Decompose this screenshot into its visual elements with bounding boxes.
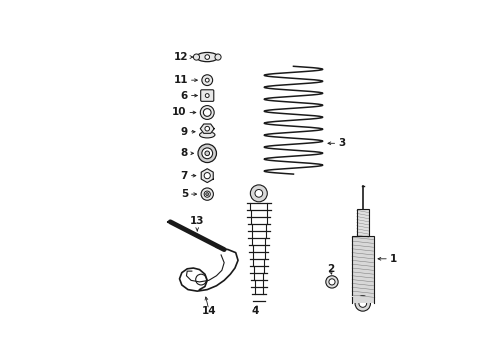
Circle shape [255, 189, 263, 197]
Text: 8: 8 [181, 148, 188, 158]
Circle shape [202, 75, 213, 86]
Circle shape [205, 126, 210, 131]
Text: 9: 9 [181, 127, 188, 137]
Text: 13: 13 [190, 216, 204, 226]
Text: 10: 10 [172, 108, 187, 117]
Circle shape [198, 144, 217, 163]
Circle shape [196, 274, 206, 285]
Ellipse shape [199, 132, 215, 138]
Circle shape [204, 172, 210, 179]
Text: 14: 14 [201, 306, 216, 316]
Polygon shape [201, 169, 213, 183]
Circle shape [200, 105, 214, 120]
Text: 6: 6 [181, 91, 188, 100]
Circle shape [203, 109, 211, 116]
Circle shape [326, 276, 338, 288]
Bar [357, 209, 369, 236]
Circle shape [205, 94, 209, 98]
Circle shape [359, 300, 367, 307]
Circle shape [215, 54, 221, 60]
Circle shape [329, 279, 335, 285]
Text: 7: 7 [181, 171, 188, 181]
Circle shape [202, 148, 213, 159]
Text: 1: 1 [390, 254, 397, 264]
Circle shape [206, 193, 209, 195]
Text: 11: 11 [173, 75, 188, 85]
Circle shape [201, 188, 213, 200]
Ellipse shape [196, 53, 218, 62]
Circle shape [205, 151, 210, 156]
Circle shape [250, 185, 268, 202]
FancyBboxPatch shape [201, 90, 214, 101]
Text: 4: 4 [251, 306, 259, 316]
Bar [352, 296, 373, 303]
Circle shape [355, 296, 370, 311]
Text: 3: 3 [338, 138, 345, 148]
Circle shape [204, 191, 210, 197]
Text: 5: 5 [181, 189, 188, 199]
Circle shape [194, 54, 199, 60]
Polygon shape [200, 124, 214, 133]
Circle shape [205, 55, 210, 59]
Circle shape [205, 78, 209, 82]
Text: 2: 2 [327, 264, 334, 274]
Text: 12: 12 [173, 52, 188, 62]
Bar [352, 236, 373, 297]
